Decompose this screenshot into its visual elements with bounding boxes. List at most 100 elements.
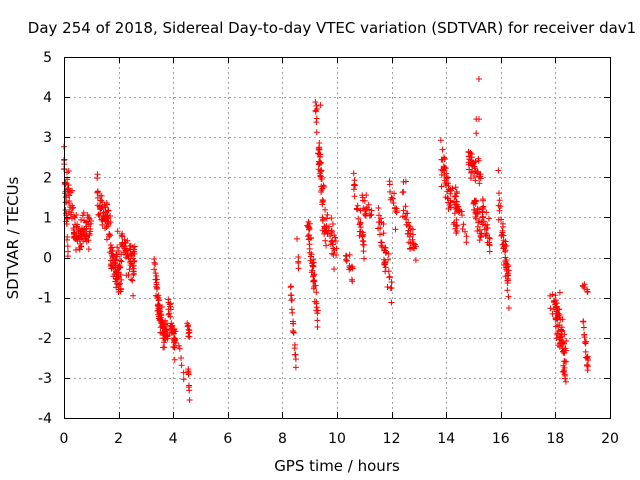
data-point xyxy=(292,351,299,358)
data-point xyxy=(308,269,315,276)
data-point xyxy=(390,200,397,207)
data-point xyxy=(386,274,393,281)
data-point xyxy=(113,256,120,263)
data-point xyxy=(364,204,371,211)
data-point xyxy=(498,216,505,223)
data-point xyxy=(313,129,320,136)
data-point xyxy=(314,310,321,317)
data-point xyxy=(581,339,588,346)
data-point xyxy=(106,232,113,239)
data-point xyxy=(175,342,182,349)
data-point xyxy=(114,244,121,251)
data-point xyxy=(479,213,486,220)
data-point xyxy=(123,272,130,279)
data-point xyxy=(112,264,119,271)
x-tick-label: 0 xyxy=(60,431,69,447)
data-point xyxy=(313,304,320,311)
data-point xyxy=(444,174,451,181)
data-point xyxy=(167,322,174,329)
data-point xyxy=(333,245,340,252)
data-point xyxy=(480,197,487,204)
data-point xyxy=(375,212,382,219)
data-point xyxy=(88,218,95,225)
data-point xyxy=(547,292,554,299)
data-point xyxy=(503,267,510,274)
data-point xyxy=(152,270,159,277)
data-point xyxy=(312,99,319,106)
data-point xyxy=(151,266,158,273)
data-point xyxy=(161,344,168,351)
data-point xyxy=(356,232,363,239)
data-point xyxy=(351,182,358,189)
data-point xyxy=(561,364,568,371)
data-point xyxy=(474,227,481,234)
data-point xyxy=(348,276,355,283)
data-point xyxy=(156,309,163,316)
data-point xyxy=(104,208,111,215)
data-point xyxy=(438,183,445,190)
data-point xyxy=(167,306,174,313)
data-point xyxy=(360,205,367,212)
data-point xyxy=(547,305,554,312)
y-tick-label: -4 xyxy=(38,411,52,427)
y-axis-label: SDTVAR / TECUs xyxy=(4,176,22,299)
data-point xyxy=(314,324,321,331)
data-point xyxy=(159,330,166,337)
data-point xyxy=(130,265,137,272)
data-point xyxy=(126,243,133,250)
data-point xyxy=(111,271,118,278)
data-point xyxy=(167,303,174,310)
data-point xyxy=(580,318,587,325)
data-point xyxy=(117,288,124,295)
data-point xyxy=(186,387,193,394)
data-point xyxy=(471,207,478,214)
data-point xyxy=(386,273,393,280)
data-point xyxy=(289,309,296,316)
data-point xyxy=(310,259,317,266)
data-point xyxy=(463,233,470,240)
x-tick-label: 16 xyxy=(492,431,510,447)
data-point xyxy=(382,264,389,271)
data-point xyxy=(319,185,326,192)
data-point xyxy=(463,239,470,246)
data-point xyxy=(438,171,445,178)
data-point xyxy=(452,193,459,200)
data-point xyxy=(377,215,384,222)
data-point xyxy=(502,258,509,265)
data-point xyxy=(386,188,393,195)
data-point xyxy=(171,343,178,350)
data-point xyxy=(360,248,367,255)
data-point xyxy=(312,108,319,115)
data-point xyxy=(467,175,474,182)
data-point xyxy=(94,188,101,195)
y-tick-label: 0 xyxy=(43,251,52,267)
data-point xyxy=(121,245,128,252)
data-point xyxy=(152,276,159,283)
data-point xyxy=(485,215,492,222)
data-point xyxy=(107,219,114,226)
x-tick-label: 20 xyxy=(601,431,619,447)
data-point xyxy=(292,364,299,371)
data-point xyxy=(64,248,71,255)
data-point xyxy=(313,115,320,122)
data-point xyxy=(112,267,119,274)
data-point xyxy=(355,215,362,222)
data-point xyxy=(476,180,483,187)
data-point xyxy=(69,187,76,194)
data-point xyxy=(466,156,473,163)
data-point xyxy=(405,219,412,226)
data-point xyxy=(554,306,561,313)
data-point xyxy=(582,348,589,355)
data-point xyxy=(176,345,183,352)
data-point xyxy=(305,226,312,233)
data-point xyxy=(171,356,178,363)
x-tick-label: 18 xyxy=(546,431,564,447)
data-point xyxy=(316,144,323,151)
data-point xyxy=(128,251,135,258)
data-point xyxy=(484,231,491,238)
data-point xyxy=(437,137,444,144)
y-tick-label: 3 xyxy=(43,130,52,146)
data-point xyxy=(357,220,364,227)
